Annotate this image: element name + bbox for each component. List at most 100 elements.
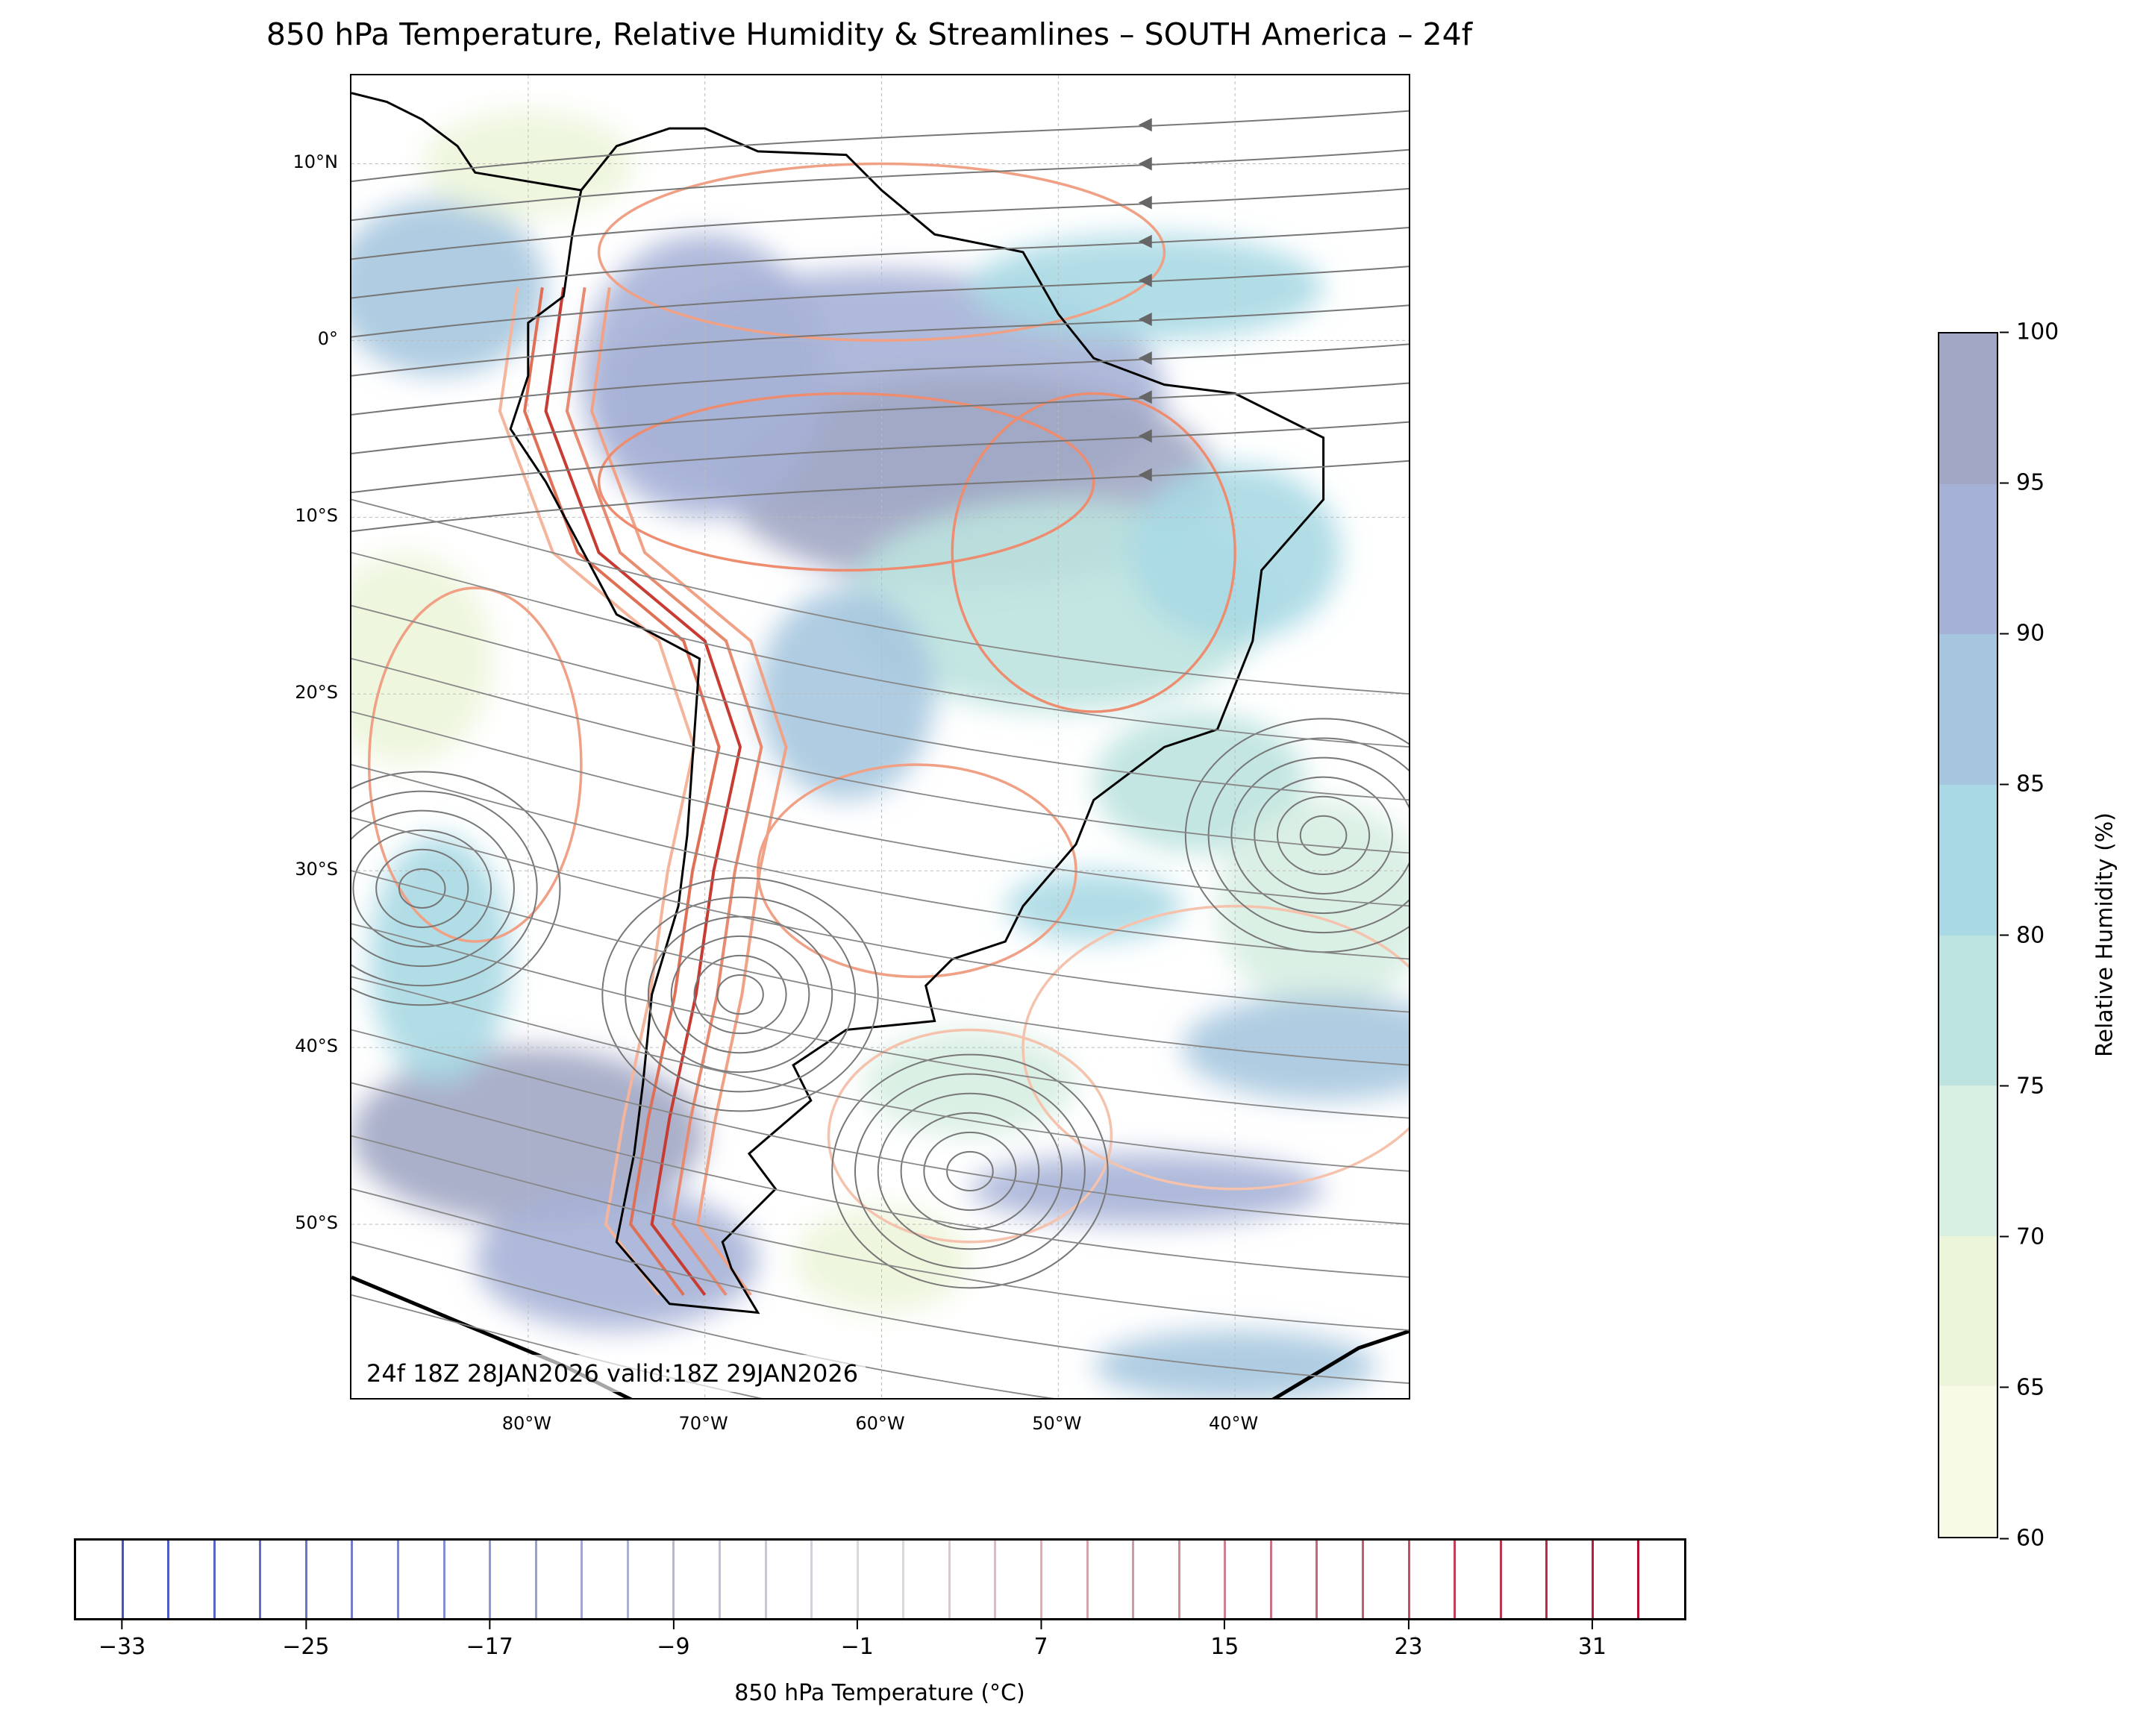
temperature-colorbar-tick: 15 <box>1210 1620 1239 1660</box>
streamline-vortex <box>375 848 469 929</box>
temperature-level-line <box>1499 1541 1502 1618</box>
longitude-tick-label: 80°W <box>501 1413 551 1434</box>
temperature-colorbar-tick: −17 <box>466 1620 513 1660</box>
streamline-vortex <box>716 974 764 1015</box>
streamline <box>351 382 1409 455</box>
streamline <box>351 604 1409 801</box>
streamline-vortex <box>1254 776 1393 895</box>
rh-colorbar-segment <box>1939 333 1997 484</box>
rh-region <box>351 552 493 765</box>
longitude-tick-label: 60°W <box>855 1413 905 1434</box>
streamline <box>351 658 1409 854</box>
rh-colorbar-segment <box>1939 634 1997 785</box>
temperature-level-line <box>626 1541 629 1618</box>
temperature-level-line <box>1362 1541 1364 1618</box>
temperature-level-line <box>167 1541 170 1618</box>
temperature-colorbar <box>74 1538 1686 1620</box>
latitude-tick-label: 10°S <box>295 505 338 527</box>
temperature-level-line <box>534 1541 537 1618</box>
temperature-contour <box>827 1028 1113 1244</box>
temperature-level-line <box>1545 1541 1548 1618</box>
rh-region <box>1217 800 1409 1012</box>
streamline <box>351 460 1409 533</box>
rh-colorbar-segment <box>1939 1235 1997 1387</box>
rh-colorbar-tick-label: 75 <box>2000 1073 2045 1099</box>
rh-colorbar-segment <box>1939 784 1997 936</box>
temperature-contour <box>597 392 1095 572</box>
temperature-tick-label: −33 <box>98 1634 146 1660</box>
streamline-vortex <box>351 790 538 987</box>
temperature-level-line <box>994 1541 997 1618</box>
rh-region <box>1005 871 1183 941</box>
streamline <box>351 764 1409 960</box>
temperature-level-line <box>1224 1541 1227 1618</box>
longitude-tick-label: 50°W <box>1032 1413 1082 1434</box>
streamline <box>351 498 1409 695</box>
streamline-vortex <box>351 809 515 968</box>
relative-humidity-field <box>351 110 1409 1398</box>
latitude-tick-label: 40°S <box>295 1035 338 1057</box>
temperature-contour <box>590 287 788 1296</box>
temperature-level-line <box>489 1541 492 1618</box>
temperature-level-line <box>397 1541 399 1618</box>
streamline <box>351 923 1409 1119</box>
temperature-contour <box>367 586 583 943</box>
temperature-level-line <box>1591 1541 1594 1618</box>
temperature-tick-label: −17 <box>466 1634 513 1660</box>
temperature-level-line <box>672 1541 675 1618</box>
rh-colorbar-tick-label: 85 <box>2000 771 2045 798</box>
streamline-vortex <box>693 954 787 1035</box>
streamline-vortex <box>946 1150 994 1192</box>
rh-colorbar-tick-label: 65 <box>2000 1374 2045 1400</box>
rh-colorbar-tick-label: 80 <box>2000 922 2045 948</box>
rh-region <box>757 588 935 800</box>
temperature-tick-label: 31 <box>1577 1634 1607 1660</box>
temperature-level-line <box>856 1541 859 1618</box>
rh-colorbar-tick-label: 60 <box>2000 1526 2045 1552</box>
rh-colorbar-label: Relative Humidity (%) <box>2092 812 2118 1057</box>
temperature-tick-label: 7 <box>1033 1634 1048 1660</box>
temperature-contour <box>1022 904 1409 1191</box>
temperature-colorbar-tick: −9 <box>657 1620 689 1660</box>
temperature-colorbar-tick: −33 <box>98 1620 146 1660</box>
temperature-level-line <box>764 1541 767 1618</box>
streamline <box>351 976 1409 1172</box>
streamline <box>351 421 1409 494</box>
streamline-vortex <box>351 771 561 1006</box>
rh-region <box>351 1047 705 1225</box>
coastline <box>351 92 1409 1398</box>
streamline <box>351 1188 1409 1384</box>
streamline-vortex <box>625 896 856 1093</box>
streamline <box>351 187 1409 260</box>
temperature-level-line <box>304 1541 307 1618</box>
streamline-vortex <box>398 868 446 909</box>
streamline-vortex <box>900 1112 1040 1231</box>
streamline <box>351 304 1409 377</box>
temperature-tick-label: 15 <box>1210 1634 1239 1660</box>
rh-colorbar-segment <box>1939 483 1997 635</box>
latitude-tick-label: 20°S <box>295 682 338 704</box>
temperature-contour <box>565 287 763 1297</box>
temperature-contours <box>367 162 1409 1297</box>
temperature-level-line <box>1040 1541 1042 1618</box>
streamline-vortex <box>923 1131 1017 1212</box>
rh-colorbar-tick-label: 95 <box>2000 470 2045 496</box>
temperature-colorbar-label: 850 hPa Temperature (°C) <box>734 1680 1025 1706</box>
temperature-level-line <box>1315 1541 1318 1618</box>
streamline <box>351 870 1409 1066</box>
temperature-colorbar-tick: −25 <box>282 1620 329 1660</box>
latitude-tick-label: 50°S <box>295 1212 338 1234</box>
rh-colorbar-tick-label: 70 <box>2000 1223 2045 1250</box>
temperature-colorbar-tick: −1 <box>841 1620 874 1660</box>
streamline <box>351 551 1409 748</box>
south-georgia-coast <box>1271 1329 1409 1398</box>
longitude-tick-label: 40°W <box>1209 1413 1259 1434</box>
rh-colorbar-tick-label: 100 <box>2000 319 2059 345</box>
temperature-level-line <box>213 1541 216 1618</box>
temperature-tick-label: −25 <box>282 1634 330 1660</box>
temperature-tick-label: −1 <box>840 1634 874 1660</box>
streamline <box>351 817 1409 1013</box>
temperature-level-line <box>351 1541 354 1618</box>
streamline-vortex <box>352 829 492 948</box>
map-panel: 24f 18Z 28JAN2026 valid:18Z 29JAN2026 <box>350 74 1410 1400</box>
